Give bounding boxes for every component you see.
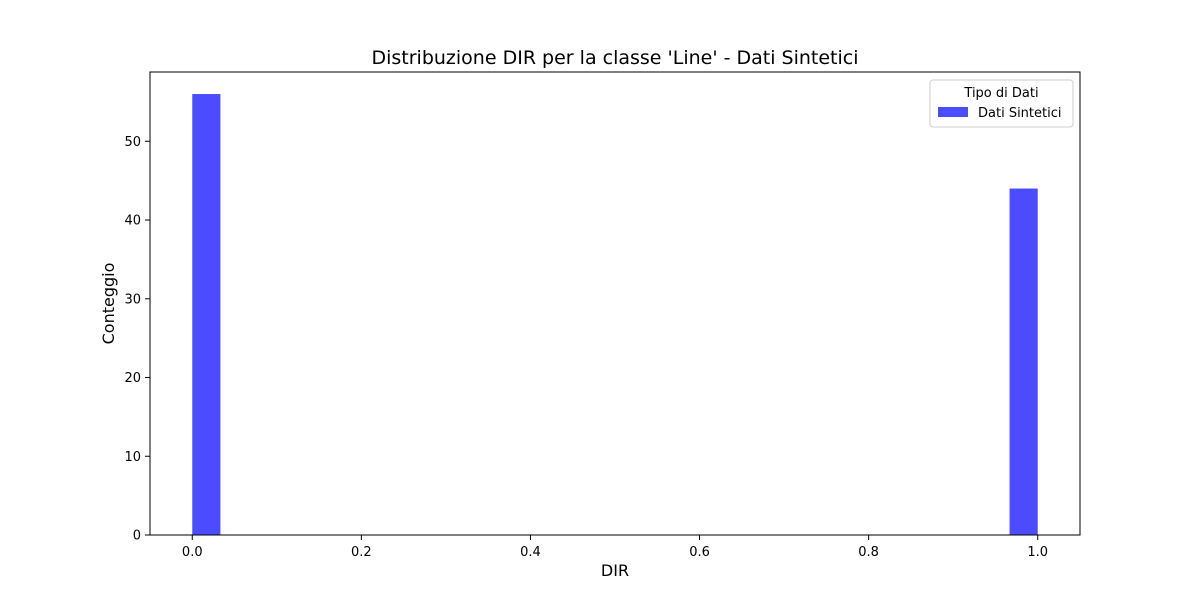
y-axis-label: Conteggio bbox=[99, 263, 118, 345]
bars bbox=[192, 94, 1038, 536]
plot-frame bbox=[149, 71, 1081, 536]
y-axis-ticks: 0 10 20 30 40 50 bbox=[124, 135, 150, 544]
plot-area: 0.0 0.2 0.4 0.6 0.8 1.0 0 10 20 30 40 50 bbox=[124, 71, 1081, 560]
y-tick-label: 0 bbox=[133, 529, 141, 544]
chart-title: Distribuzione DIR per la classe 'Line' -… bbox=[371, 47, 858, 69]
x-axis-label: DIR bbox=[601, 561, 629, 580]
y-tick-label: 30 bbox=[124, 292, 141, 307]
x-tick-label: 0.4 bbox=[520, 545, 541, 560]
y-tick-label: 40 bbox=[124, 214, 141, 229]
x-tick-label: 0.0 bbox=[182, 545, 203, 560]
x-axis-ticks: 0.0 0.2 0.4 0.6 0.8 1.0 bbox=[182, 535, 1048, 560]
y-tick-label: 50 bbox=[124, 135, 141, 150]
x-tick-label: 0.8 bbox=[858, 545, 879, 560]
histogram-bar bbox=[192, 94, 221, 536]
legend: Tipo di Dati Dati Sintetici bbox=[929, 79, 1074, 128]
x-tick-label: 0.2 bbox=[351, 545, 372, 560]
y-tick-label: 10 bbox=[124, 450, 141, 465]
y-tick-label: 20 bbox=[124, 371, 141, 386]
legend-swatch bbox=[938, 107, 968, 117]
x-tick-label: 0.6 bbox=[689, 545, 710, 560]
histogram-bar bbox=[1009, 188, 1038, 535]
x-tick-label: 1.0 bbox=[1027, 545, 1048, 560]
legend-label: Dati Sintetici bbox=[978, 106, 1061, 121]
legend-title: Tipo di Dati bbox=[963, 86, 1038, 101]
